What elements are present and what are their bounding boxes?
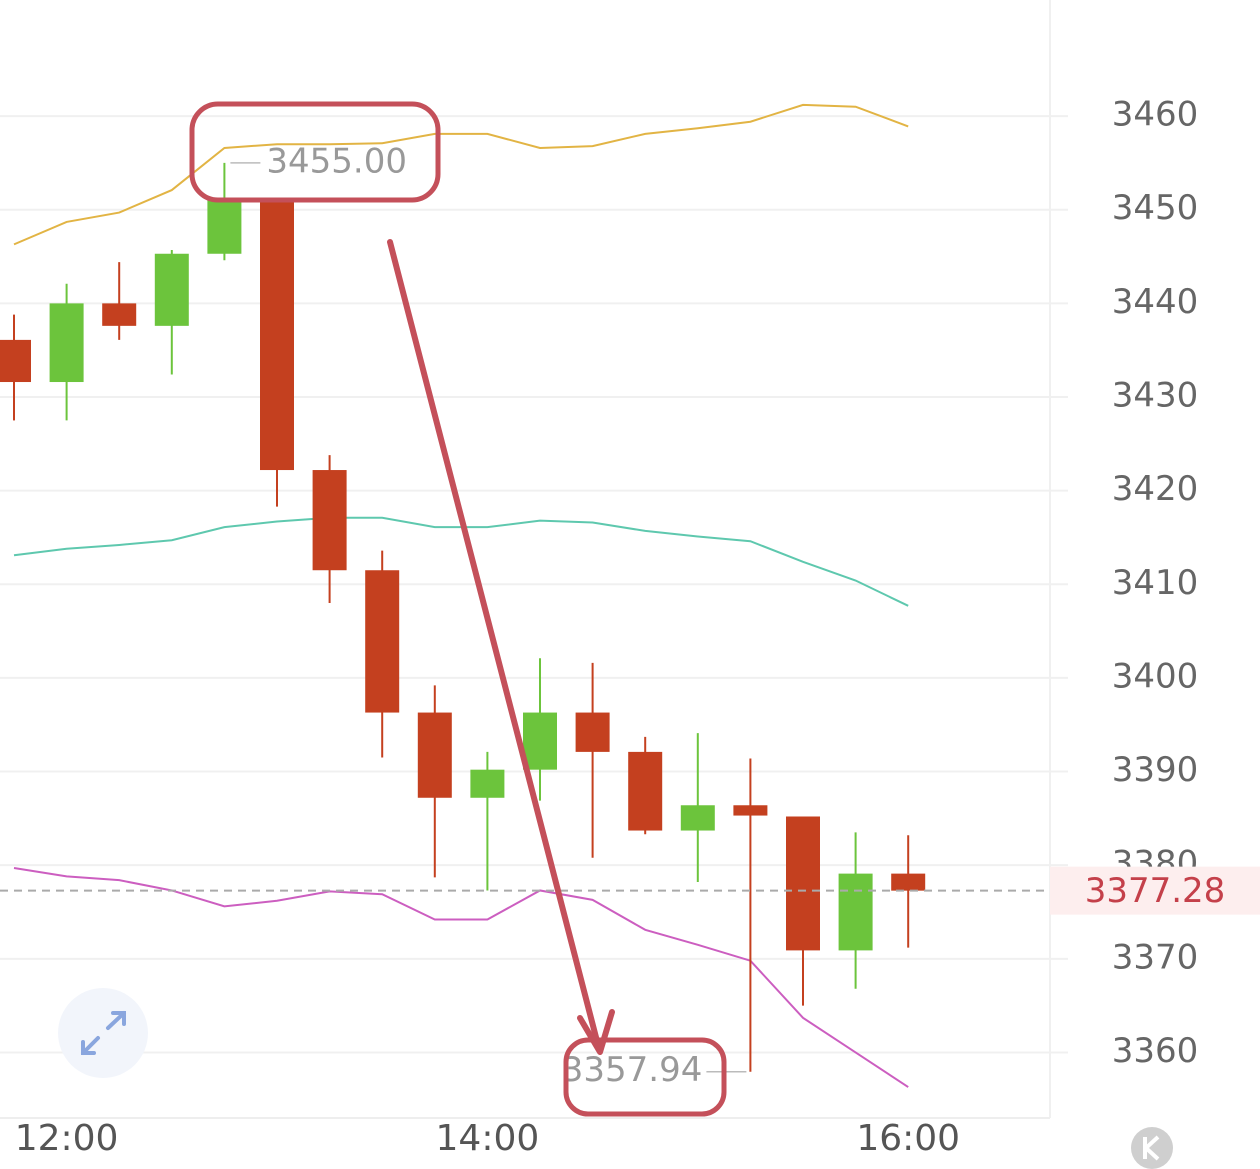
- candle-body: [260, 200, 294, 471]
- band-line: [13, 867, 909, 1088]
- candle-body: [575, 712, 610, 752]
- last-price-tag: [1050, 866, 1260, 915]
- max-label: 3455.00: [266, 141, 407, 181]
- candle-body: [523, 712, 557, 770]
- candle-body: [891, 873, 926, 891]
- min-label: 3357.94: [562, 1050, 703, 1090]
- y-tick-label: 3360: [1112, 1031, 1199, 1071]
- candle-body: [365, 570, 400, 713]
- y-tick-label: 3450: [1112, 188, 1199, 228]
- x-tick-label: 14:00: [436, 1118, 540, 1159]
- candle-body: [470, 769, 505, 798]
- candle-body: [417, 712, 452, 798]
- candle-body: [733, 805, 768, 816]
- y-tick-label: 3430: [1112, 376, 1199, 416]
- annotation-arrowhead: [577, 1009, 615, 1055]
- k-button[interactable]: [1131, 1127, 1173, 1169]
- candle-body: [786, 816, 820, 951]
- candle-body: [49, 303, 84, 383]
- last-price-label: 3377.28: [1085, 871, 1226, 911]
- x-tick-label: 12:00: [15, 1118, 119, 1159]
- annotation-box: [563, 1037, 727, 1117]
- expand-icon: [81, 1011, 126, 1055]
- candle-body: [628, 751, 663, 831]
- button-bg: [58, 988, 148, 1078]
- k-icon: [1143, 1135, 1160, 1161]
- y-tick-label: 3400: [1112, 656, 1199, 696]
- candle-body: [0, 339, 31, 383]
- annotation-box: [189, 101, 441, 203]
- candle-body: [154, 253, 189, 326]
- y-tick-label: 3390: [1112, 750, 1199, 790]
- candle-body: [102, 303, 137, 326]
- y-tick-label: 3460: [1112, 95, 1199, 135]
- candle-body: [680, 805, 715, 831]
- candle-body: [207, 200, 242, 254]
- button-bg: [1131, 1127, 1173, 1169]
- band-line: [13, 103, 909, 246]
- y-tick-label: 3420: [1112, 469, 1199, 509]
- y-tick-label: 3370: [1112, 937, 1199, 977]
- y-tick-label: 3440: [1112, 282, 1199, 322]
- candle-body: [838, 873, 873, 951]
- y-tick-label: 3410: [1112, 563, 1199, 603]
- band-line: [13, 516, 909, 607]
- annotation-arrow: [387, 239, 601, 1048]
- candle-body: [312, 470, 347, 571]
- fullscreen-button[interactable]: [58, 988, 148, 1078]
- x-tick-label: 16:00: [856, 1118, 960, 1159]
